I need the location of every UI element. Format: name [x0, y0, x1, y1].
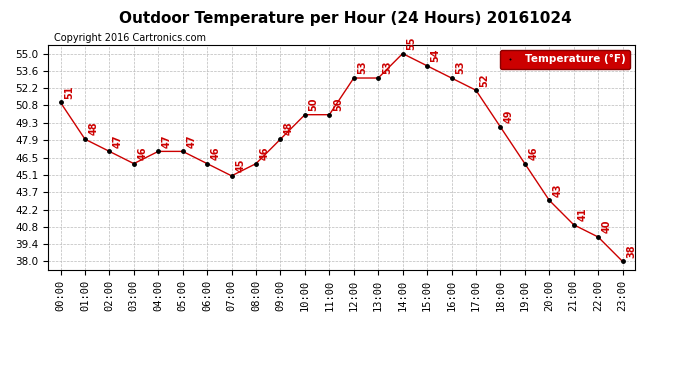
Legend: Temperature (°F): Temperature (°F) [500, 50, 629, 69]
Text: 45: 45 [235, 159, 245, 172]
Text: 48: 48 [284, 122, 294, 135]
Text: 47: 47 [186, 134, 197, 148]
Text: 53: 53 [455, 61, 465, 74]
Text: 46: 46 [137, 147, 148, 160]
Text: 38: 38 [627, 244, 636, 258]
Text: Copyright 2016 Cartronics.com: Copyright 2016 Cartronics.com [55, 33, 206, 43]
Text: 46: 46 [211, 147, 221, 160]
Text: 46: 46 [529, 147, 538, 160]
Text: 54: 54 [431, 49, 441, 62]
Text: 55: 55 [406, 36, 416, 50]
Text: 41: 41 [578, 208, 587, 221]
Text: 47: 47 [113, 134, 123, 148]
Text: 50: 50 [333, 98, 343, 111]
Text: 40: 40 [602, 220, 612, 233]
Text: 47: 47 [162, 134, 172, 148]
Text: 46: 46 [259, 147, 270, 160]
Text: 52: 52 [480, 73, 490, 87]
Text: Outdoor Temperature per Hour (24 Hours) 20161024: Outdoor Temperature per Hour (24 Hours) … [119, 11, 571, 26]
Text: 50: 50 [308, 98, 319, 111]
Text: 53: 53 [357, 61, 368, 74]
Text: 53: 53 [382, 61, 392, 74]
Text: 49: 49 [504, 110, 514, 123]
Text: 43: 43 [553, 183, 563, 196]
Text: 48: 48 [88, 122, 99, 135]
Text: 51: 51 [64, 85, 75, 99]
